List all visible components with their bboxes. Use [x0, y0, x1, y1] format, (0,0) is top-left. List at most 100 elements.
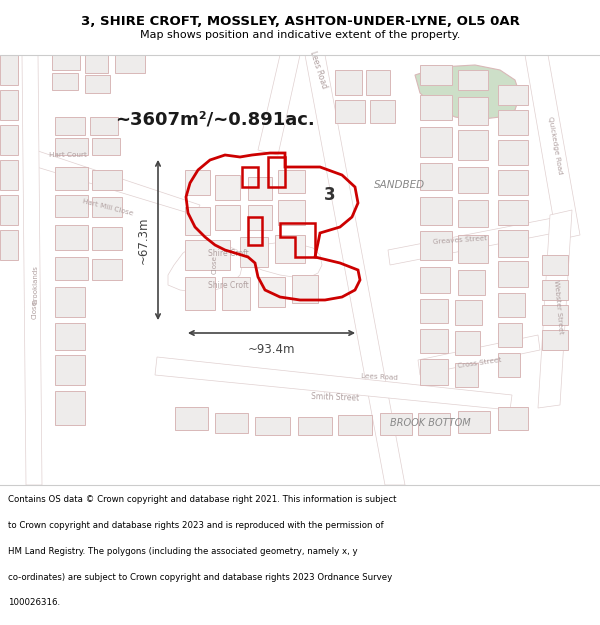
Polygon shape — [215, 175, 240, 200]
Polygon shape — [222, 277, 250, 310]
Polygon shape — [55, 323, 85, 350]
Text: HM Land Registry. The polygons (including the associated geometry, namely x, y: HM Land Registry. The polygons (includin… — [8, 547, 358, 556]
Polygon shape — [55, 138, 88, 155]
Polygon shape — [420, 359, 448, 385]
Text: to Crown copyright and database rights 2023 and is reproduced with the permissio: to Crown copyright and database rights 2… — [8, 521, 383, 530]
Polygon shape — [0, 160, 18, 190]
Polygon shape — [305, 55, 405, 485]
Text: Lees Road: Lees Road — [308, 50, 328, 90]
Polygon shape — [498, 140, 528, 165]
Polygon shape — [52, 73, 78, 90]
Polygon shape — [338, 415, 372, 435]
Polygon shape — [240, 237, 268, 267]
Polygon shape — [55, 257, 88, 280]
Polygon shape — [90, 117, 118, 135]
Text: Contains OS data © Crown copyright and database right 2021. This information is : Contains OS data © Crown copyright and d… — [8, 495, 397, 504]
Text: 3, SHIRE CROFT, MOSSLEY, ASHTON-UNDER-LYNE, OL5 0AR: 3, SHIRE CROFT, MOSSLEY, ASHTON-UNDER-LY… — [80, 16, 520, 28]
Text: Shire Croft: Shire Croft — [208, 281, 248, 289]
Text: Webster Street: Webster Street — [553, 279, 563, 334]
Polygon shape — [55, 195, 88, 217]
Polygon shape — [55, 287, 85, 317]
Text: Smith Street: Smith Street — [311, 392, 359, 402]
Text: Brooklands: Brooklands — [32, 266, 38, 304]
Polygon shape — [248, 205, 272, 230]
Text: Hart Court: Hart Court — [49, 152, 87, 158]
Polygon shape — [85, 75, 110, 93]
Polygon shape — [92, 227, 122, 250]
Polygon shape — [185, 170, 210, 195]
Polygon shape — [92, 259, 122, 280]
Polygon shape — [415, 65, 520, 120]
Polygon shape — [255, 417, 290, 435]
Text: Cross Street: Cross Street — [458, 357, 502, 369]
Polygon shape — [498, 230, 528, 257]
Polygon shape — [258, 55, 300, 155]
Polygon shape — [498, 200, 528, 225]
Polygon shape — [542, 305, 568, 325]
Polygon shape — [185, 240, 230, 270]
Text: ~3607m²/~0.891ac.: ~3607m²/~0.891ac. — [115, 111, 315, 129]
Polygon shape — [458, 97, 488, 125]
Polygon shape — [175, 407, 208, 430]
Text: Hart Mill Close: Hart Mill Close — [82, 198, 134, 216]
Polygon shape — [498, 407, 528, 430]
Polygon shape — [542, 255, 568, 275]
Polygon shape — [455, 300, 482, 325]
Polygon shape — [420, 127, 452, 157]
Polygon shape — [458, 200, 488, 227]
Polygon shape — [458, 235, 488, 263]
Polygon shape — [292, 275, 318, 303]
Polygon shape — [92, 197, 122, 217]
Text: Map shows position and indicative extent of the property.: Map shows position and indicative extent… — [140, 29, 460, 39]
Polygon shape — [458, 167, 488, 193]
Polygon shape — [258, 277, 285, 307]
Polygon shape — [185, 207, 210, 235]
Polygon shape — [0, 90, 18, 120]
Polygon shape — [420, 299, 448, 323]
Polygon shape — [0, 230, 18, 260]
Polygon shape — [55, 167, 88, 190]
Polygon shape — [55, 225, 88, 250]
Polygon shape — [335, 70, 362, 95]
Polygon shape — [458, 130, 488, 160]
Polygon shape — [52, 55, 80, 70]
Polygon shape — [275, 235, 305, 263]
Polygon shape — [0, 55, 18, 85]
Polygon shape — [85, 55, 108, 73]
Polygon shape — [498, 85, 528, 105]
Polygon shape — [30, 150, 200, 215]
Polygon shape — [168, 242, 243, 292]
Polygon shape — [185, 277, 215, 310]
Polygon shape — [455, 363, 478, 387]
Text: Close: Close — [32, 301, 38, 319]
Polygon shape — [92, 170, 122, 190]
Polygon shape — [0, 195, 18, 225]
Polygon shape — [538, 210, 572, 408]
Polygon shape — [278, 200, 305, 225]
Polygon shape — [155, 357, 512, 410]
Polygon shape — [458, 411, 490, 433]
Polygon shape — [458, 270, 485, 295]
Text: 100026316.: 100026316. — [8, 598, 60, 608]
Polygon shape — [55, 355, 85, 385]
Polygon shape — [498, 353, 520, 377]
Polygon shape — [420, 197, 452, 225]
Polygon shape — [455, 331, 480, 355]
Text: ~67.3m: ~67.3m — [137, 216, 150, 264]
Text: BROOK BOTTOM: BROOK BOTTOM — [389, 418, 470, 428]
Polygon shape — [380, 413, 412, 435]
Polygon shape — [542, 280, 568, 300]
Text: Greaves Street: Greaves Street — [433, 235, 487, 245]
Polygon shape — [458, 70, 488, 90]
Polygon shape — [525, 55, 580, 240]
Polygon shape — [420, 329, 448, 353]
Polygon shape — [55, 117, 85, 135]
Polygon shape — [0, 125, 18, 155]
Text: SANDBED: SANDBED — [374, 180, 425, 190]
Polygon shape — [215, 205, 240, 230]
Text: ~93.4m: ~93.4m — [248, 343, 295, 356]
Polygon shape — [92, 138, 120, 155]
Polygon shape — [366, 70, 390, 95]
Text: Close: Close — [212, 256, 218, 274]
Polygon shape — [420, 163, 452, 190]
